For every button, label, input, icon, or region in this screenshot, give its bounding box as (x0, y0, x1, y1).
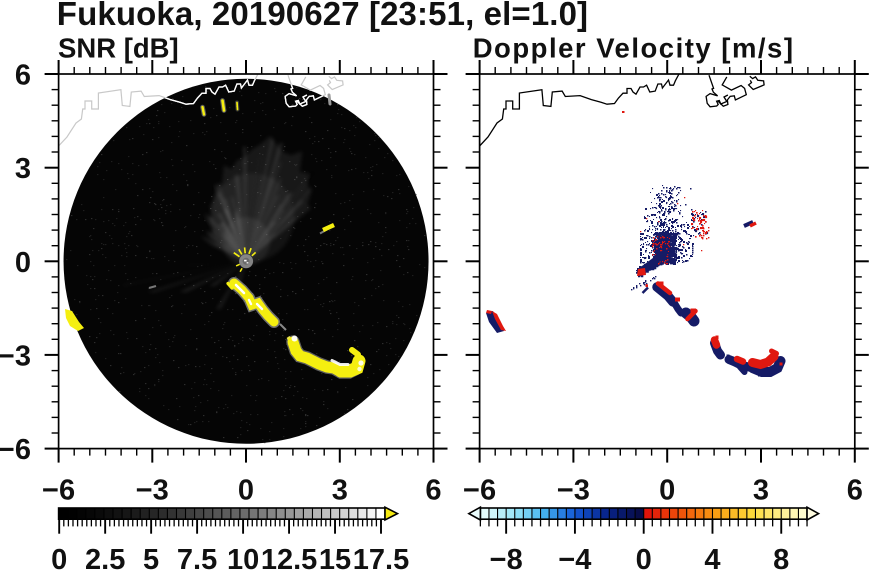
svg-text:6: 6 (425, 475, 441, 507)
svg-text:−3: −3 (136, 475, 169, 507)
svg-text:0: 0 (238, 475, 254, 507)
svg-text:8: 8 (773, 544, 789, 570)
svg-text:3: 3 (15, 153, 31, 185)
svg-text:4: 4 (704, 544, 720, 570)
svg-text:0: 0 (51, 544, 67, 570)
svg-text:15: 15 (319, 544, 351, 570)
svg-text:0: 0 (15, 247, 31, 279)
svg-text:Fukuoka, 20190627 [23:51, el=1: Fukuoka, 20190627 [23:51, el=1.0] (57, 0, 588, 32)
svg-text:6: 6 (847, 475, 863, 507)
svg-text:−6: −6 (463, 475, 496, 507)
svg-text:5: 5 (143, 544, 159, 570)
svg-text:−6: −6 (42, 475, 75, 507)
svg-text:SNR [dB]: SNR [dB] (58, 33, 179, 64)
svg-text:7.5: 7.5 (177, 544, 217, 570)
svg-text:12.5: 12.5 (261, 544, 317, 570)
svg-text:−8: −8 (490, 544, 523, 570)
svg-text:Doppler Velocity [m/s]: Doppler Velocity [m/s] (473, 33, 795, 64)
svg-text:−4: −4 (558, 544, 591, 570)
svg-text:−3: −3 (557, 475, 590, 507)
svg-text:17.5: 17.5 (353, 544, 409, 570)
svg-text:3: 3 (753, 475, 769, 507)
svg-text:−6: −6 (0, 434, 31, 466)
svg-text:0: 0 (659, 475, 675, 507)
svg-text:10: 10 (227, 544, 259, 570)
svg-text:3: 3 (332, 475, 348, 507)
svg-text:2.5: 2.5 (85, 544, 125, 570)
svg-text:−3: −3 (0, 341, 31, 373)
svg-text:6: 6 (15, 60, 31, 92)
svg-text:0: 0 (636, 544, 652, 570)
